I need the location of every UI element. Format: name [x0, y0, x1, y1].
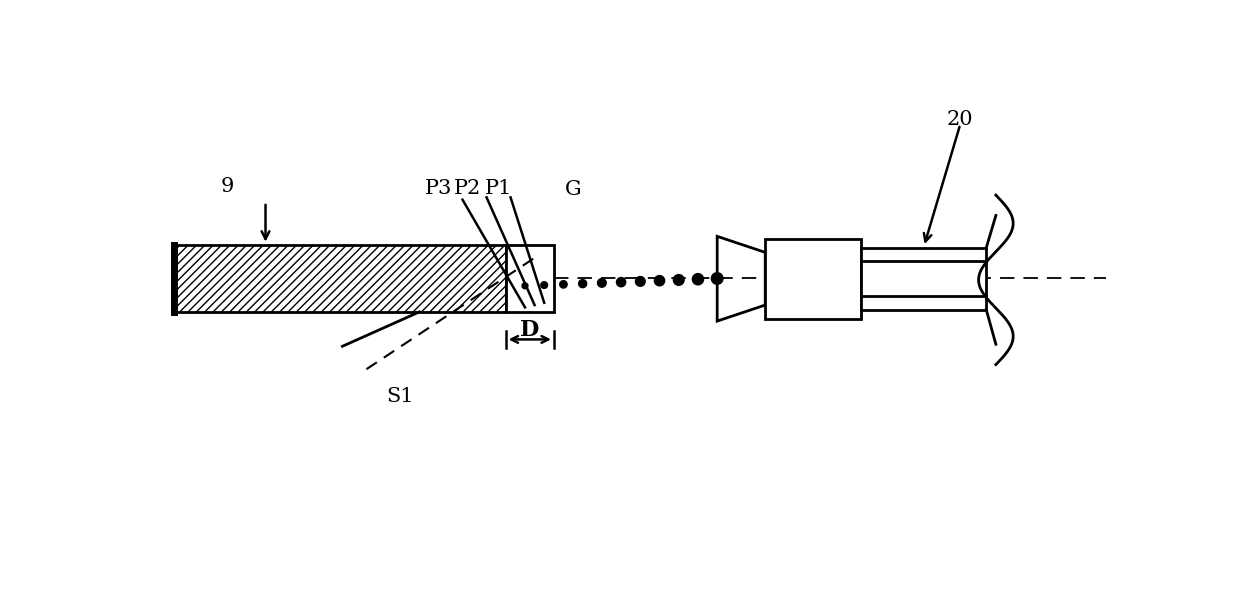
Point — [668, 275, 688, 285]
Text: G: G — [564, 180, 582, 199]
Text: P1: P1 — [485, 178, 512, 198]
Point — [591, 278, 611, 287]
Bar — [506, 246, 554, 312]
Point — [515, 281, 534, 290]
Text: P2: P2 — [454, 178, 481, 198]
Point — [707, 274, 727, 283]
Point — [630, 277, 650, 286]
Point — [553, 280, 573, 289]
Bar — [765, 239, 862, 319]
Text: 20: 20 — [947, 110, 973, 129]
Point — [688, 274, 708, 284]
Point — [573, 279, 593, 289]
Bar — [174, 246, 506, 312]
Text: S1: S1 — [386, 387, 414, 406]
Text: 9: 9 — [221, 177, 234, 196]
Point — [534, 280, 554, 290]
Point — [650, 276, 670, 286]
Bar — [862, 248, 986, 309]
Text: P3: P3 — [425, 178, 453, 198]
Text: D: D — [520, 320, 539, 342]
Point — [611, 277, 631, 287]
